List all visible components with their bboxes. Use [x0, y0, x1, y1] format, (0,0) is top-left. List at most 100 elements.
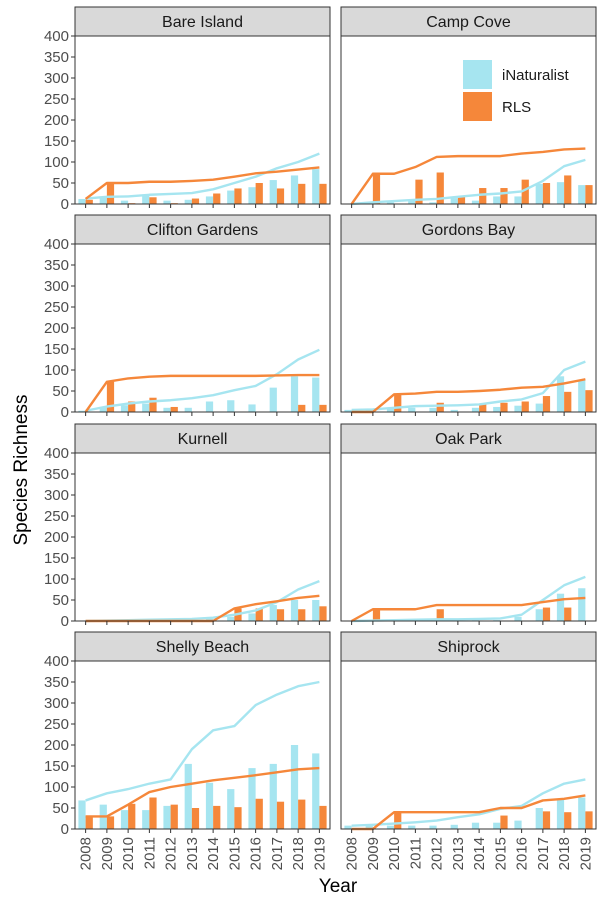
x-tick-label: 2016	[248, 837, 265, 870]
bar-rls-2009	[372, 173, 381, 204]
bar-series-rls	[372, 607, 572, 621]
bar-inaturalist-2015	[227, 616, 235, 621]
x-axis: 2008 2009 2010 2011 2012 2013 2014 2015 2016 2017…	[78, 837, 595, 870]
panel-title: Kurnell	[178, 431, 228, 448]
bar-rls-2015	[234, 188, 242, 204]
bar-inaturalist-2010	[120, 405, 129, 412]
bar-inaturalist-2016	[514, 616, 522, 621]
bar-inaturalist-2018	[556, 593, 565, 621]
panel-title: Shiprock	[437, 639, 500, 656]
bar-inaturalist-2017	[269, 387, 277, 412]
bar-rls-2010	[128, 803, 136, 829]
bar-series-inaturalist	[365, 182, 586, 204]
panel-background	[75, 36, 330, 204]
line-cumulative-rls	[85, 766, 320, 818]
bar-rls-2011	[415, 179, 423, 204]
panel-title: Oak Park	[435, 431, 503, 448]
bar-inaturalist-2017	[535, 403, 543, 412]
bar-rls-2013	[457, 196, 466, 204]
bar-rls-2015	[500, 815, 508, 829]
bar-rls-2015	[500, 188, 508, 204]
bar-rls-2019	[319, 606, 327, 621]
x-tick-label: 2008	[78, 837, 95, 870]
panel-oak-park: Oak Park	[340, 423, 597, 625]
y-tick-label: 100	[44, 571, 69, 588]
bar-rls-2011	[149, 797, 157, 829]
bar-inaturalist-2011	[408, 200, 416, 204]
bar-rls-2008	[85, 816, 93, 829]
bar-rls-2018	[564, 812, 572, 829]
y-tick-label: 50	[52, 800, 69, 817]
x-tick-label: 2012	[163, 837, 180, 870]
bar-inaturalist-2019	[578, 797, 586, 829]
panel-title: Clifton Gardens	[147, 222, 258, 239]
bar-rls-2008	[85, 199, 93, 204]
x-tick-label: 2014	[471, 837, 488, 870]
x-tick-label: 2017	[535, 837, 552, 870]
y-tick-label: 400	[44, 445, 69, 462]
bar-inaturalist-2019	[312, 753, 320, 829]
y-axis: 0 50 100 150 200 250 300 350 400	[44, 236, 75, 421]
x-tick-label: 2011	[407, 837, 424, 869]
bar-inaturalist-2018	[556, 799, 565, 829]
bar-rls-2017	[276, 188, 285, 204]
bar-series-inaturalist	[78, 376, 320, 412]
bar-rls-2010	[128, 401, 136, 412]
bar-inaturalist-2016	[248, 768, 256, 829]
panel-border	[340, 35, 597, 205]
bar-inaturalist-2018	[290, 745, 299, 829]
x-tick-label: 2014	[205, 837, 222, 870]
bar-rls-2019	[585, 185, 593, 204]
bar-inaturalist-2018	[290, 175, 299, 204]
bar-rls-2011	[149, 397, 157, 412]
y-tick-label: 350	[44, 257, 69, 274]
y-tick-label: 150	[44, 550, 69, 567]
bar-rls-2017	[542, 396, 551, 412]
bar-rls-2018	[298, 183, 306, 204]
bar-inaturalist-2014	[471, 822, 480, 829]
bar-rls-2009	[372, 609, 381, 621]
y-tick-label: 400	[44, 236, 69, 253]
bar-inaturalist-2011	[142, 810, 150, 829]
y-tick-label: 100	[44, 154, 69, 171]
y-tick-label: 150	[44, 341, 69, 358]
x-tick-label: 2008	[344, 837, 361, 870]
bar-inaturalist-2012	[163, 200, 171, 204]
line-cumulative-inaturalist	[351, 778, 586, 827]
bar-inaturalist-2015	[493, 196, 501, 204]
bar-inaturalist-2010	[386, 825, 395, 829]
x-tick-label: 2017	[269, 837, 286, 870]
bar-rls-2009	[106, 816, 115, 829]
bar-inaturalist-2011	[408, 407, 416, 412]
y-tick-label: 200	[44, 737, 69, 754]
y-tick-label: 200	[44, 320, 69, 337]
y-tick-label: 300	[44, 70, 69, 87]
panel-background	[75, 244, 330, 412]
bar-rls-2019	[319, 404, 327, 412]
panel-strip	[340, 214, 597, 245]
bar-rls-2018	[564, 175, 572, 204]
bar-series-inaturalist	[344, 376, 586, 412]
panel-bare-island: Bare Island 0 50 100 150 200 250 300 350 400	[44, 6, 331, 213]
bar-rls-2019	[585, 811, 593, 829]
bar-rls-2019	[319, 805, 327, 829]
y-tick-label: 250	[44, 716, 69, 733]
y-tick-label: 400	[44, 28, 69, 45]
bar-rls-2014	[213, 193, 221, 204]
x-tick-label: 2016	[514, 837, 531, 870]
bar-rls-2019	[319, 183, 327, 204]
bar-inaturalist-2015	[227, 400, 235, 412]
bar-rls-2018	[298, 404, 306, 412]
bar-rls-2017	[542, 607, 551, 621]
x-tick-label: 2012	[429, 837, 446, 870]
panel-shiprock: Shiprock	[340, 631, 597, 833]
bar-inaturalist-2013	[184, 763, 192, 829]
bar-inaturalist-2017	[535, 808, 543, 829]
y-tick-label: 100	[44, 362, 69, 379]
line-cumulative-inaturalist	[351, 360, 586, 412]
bar-inaturalist-2016	[248, 404, 256, 412]
bar-inaturalist-2019	[312, 377, 320, 412]
bar-inaturalist-2008	[78, 800, 86, 829]
bar-inaturalist-2017	[269, 605, 277, 621]
bar-series-rls	[85, 797, 327, 829]
